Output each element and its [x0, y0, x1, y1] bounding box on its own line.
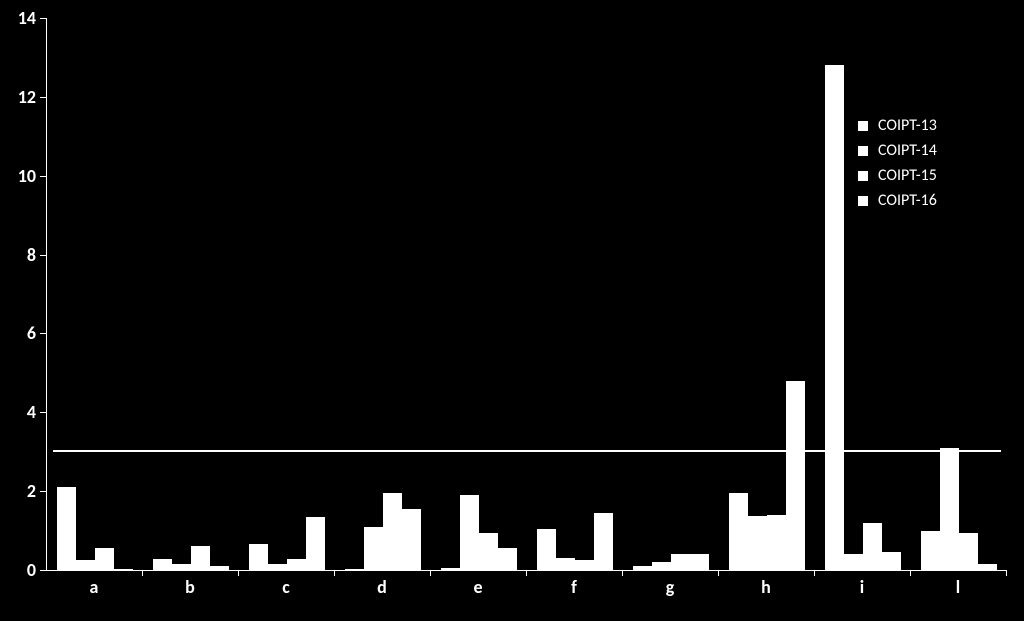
x-tick-mark	[142, 570, 143, 576]
bar	[172, 564, 191, 570]
bar	[652, 562, 671, 570]
bar	[786, 381, 805, 570]
bar	[364, 527, 383, 570]
bar	[690, 554, 709, 570]
bar	[633, 566, 652, 570]
x-tick-mark	[910, 570, 911, 576]
y-tick-label: 12	[18, 86, 36, 108]
bar	[498, 548, 517, 570]
y-tick-label: 14	[18, 7, 36, 29]
legend-item: COIPT-15	[858, 166, 937, 185]
bar	[921, 531, 940, 570]
legend-swatch	[858, 171, 868, 181]
x-category-label: e	[473, 576, 482, 598]
bar	[959, 533, 978, 570]
bar	[287, 559, 306, 570]
y-tick-mark	[40, 18, 46, 19]
x-category-label: a	[90, 576, 99, 598]
bar	[95, 548, 114, 570]
bar	[594, 513, 613, 570]
x-tick-mark	[814, 570, 815, 576]
bar	[978, 564, 997, 570]
bar	[460, 495, 479, 570]
y-tick-label: 10	[18, 165, 36, 187]
y-tick-label: 0	[27, 559, 36, 581]
y-tick-mark	[40, 176, 46, 177]
bar	[882, 552, 901, 570]
bar	[210, 566, 229, 570]
legend-swatch	[858, 121, 868, 131]
y-tick-mark	[40, 412, 46, 413]
reference-line	[53, 450, 1001, 452]
x-tick-mark	[238, 570, 239, 576]
bar	[153, 559, 172, 570]
y-tick-label: 6	[27, 322, 36, 344]
bar	[306, 517, 325, 570]
bar	[748, 516, 767, 570]
bar	[940, 448, 959, 570]
y-tick-label: 8	[27, 244, 36, 266]
legend-label: COIPT-14	[878, 141, 937, 160]
y-tick-mark	[40, 255, 46, 256]
bar	[825, 65, 844, 570]
bar	[57, 487, 76, 570]
x-category-label: d	[377, 576, 387, 598]
x-tick-mark	[718, 570, 719, 576]
bar	[268, 564, 287, 570]
bar	[479, 533, 498, 570]
bar	[729, 493, 748, 570]
x-tick-mark	[430, 570, 431, 576]
bar	[114, 569, 133, 570]
bar	[383, 493, 402, 570]
bar	[863, 523, 882, 570]
bar	[76, 560, 95, 570]
legend-label: COIPT-16	[878, 191, 937, 210]
y-tick-label: 2	[27, 480, 36, 502]
x-category-label: i	[860, 576, 864, 598]
bar	[441, 568, 460, 570]
bar	[575, 560, 594, 570]
x-category-label: l	[956, 576, 960, 598]
bar	[556, 558, 575, 570]
legend-label: COIPT-13	[878, 116, 937, 135]
x-category-label: c	[282, 576, 290, 598]
x-category-label: b	[185, 576, 195, 598]
x-tick-mark	[622, 570, 623, 576]
bar	[345, 569, 364, 570]
bar	[767, 515, 786, 570]
y-tick-mark	[40, 491, 46, 492]
x-tick-mark	[526, 570, 527, 576]
y-tick-label: 4	[27, 401, 36, 423]
x-tick-mark	[1006, 570, 1007, 576]
y-tick-mark	[40, 570, 46, 571]
legend: COIPT-13 COIPT-14 COIPT-15 COIPT-16	[848, 106, 951, 224]
legend-label: COIPT-15	[878, 166, 937, 185]
legend-item: COIPT-14	[858, 141, 937, 160]
bar	[249, 544, 268, 570]
legend-swatch	[858, 196, 868, 206]
x-tick-mark	[334, 570, 335, 576]
x-category-label: g	[666, 576, 675, 598]
y-tick-mark	[40, 333, 46, 334]
y-tick-mark	[40, 97, 46, 98]
x-category-label: h	[761, 576, 771, 598]
bar-chart: COIPT-13 COIPT-14 COIPT-15 COIPT-16	[0, 0, 1024, 621]
legend-swatch	[858, 146, 868, 156]
bar	[191, 546, 210, 570]
x-category-label: f	[571, 576, 577, 598]
plot-area	[46, 18, 1007, 571]
legend-item: COIPT-13	[858, 116, 937, 135]
bar	[671, 554, 690, 570]
legend-item: COIPT-16	[858, 191, 937, 210]
bar	[402, 509, 421, 570]
bar	[844, 554, 863, 570]
bar	[537, 529, 556, 570]
